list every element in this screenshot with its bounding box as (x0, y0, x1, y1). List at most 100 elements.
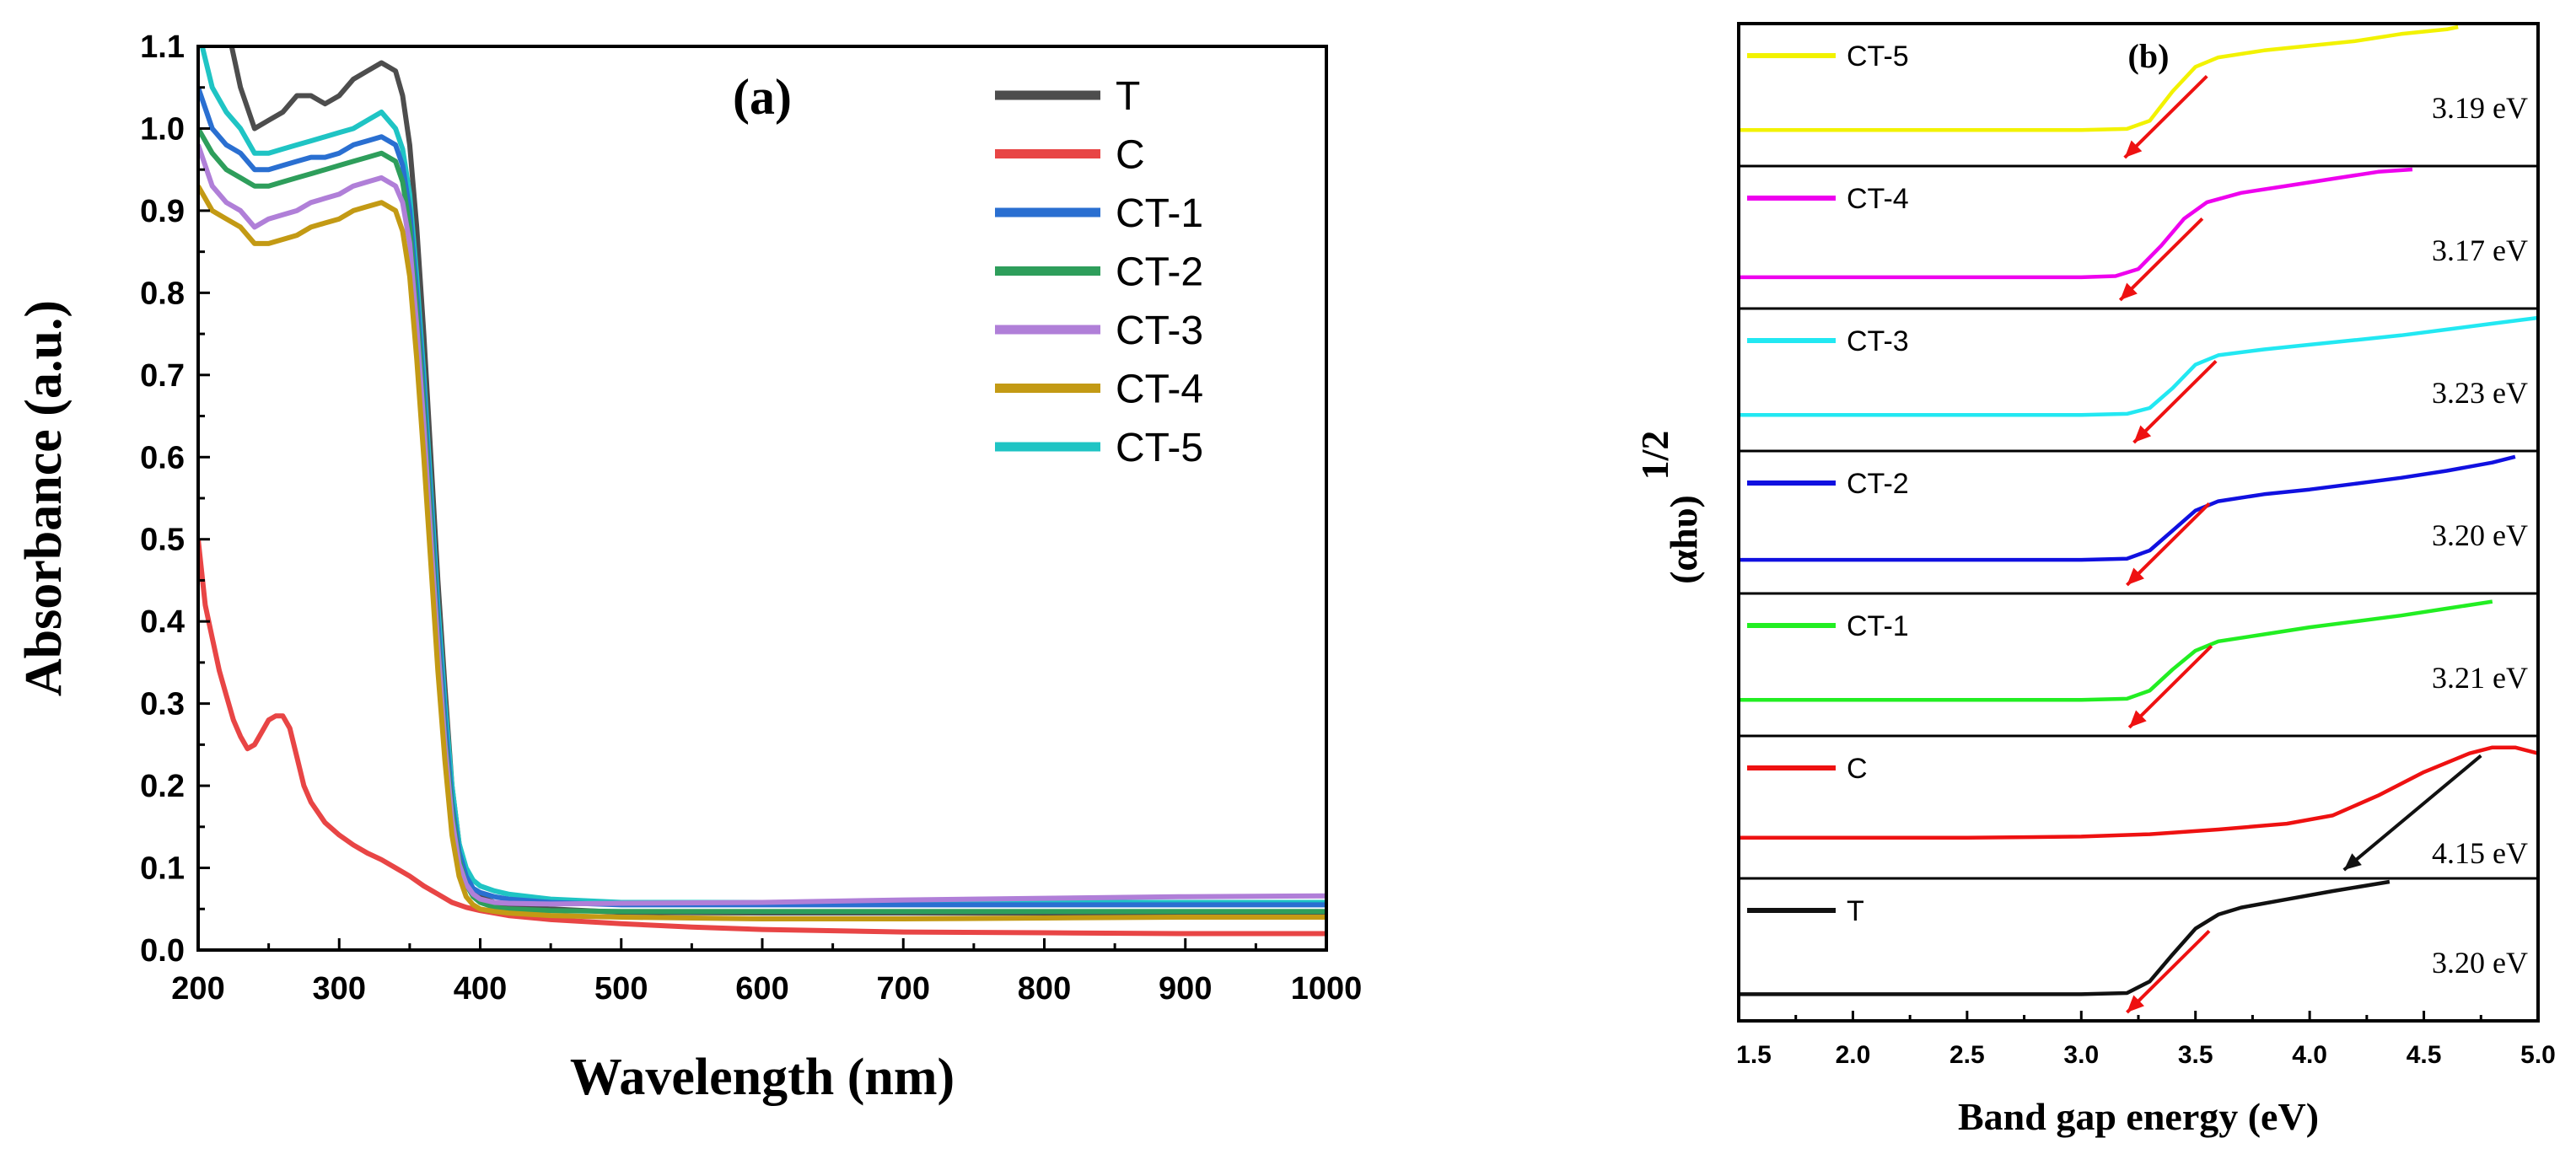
y-tick-label: 0.2 (140, 769, 185, 804)
intercept-arrow (2124, 140, 2143, 158)
panel-a-legend: TC CT-1 CT-2 CT-3 CT-4 CT-5 (995, 74, 1203, 470)
series-line-c (198, 539, 1326, 937)
y-tick-label: 0.3 (140, 687, 185, 722)
x-tick-label: 4.5 (2407, 1041, 2442, 1069)
intercept-arrow (2343, 853, 2362, 870)
tangent-line (2123, 74, 2208, 159)
x-tick-label: 5.0 (2520, 1041, 2556, 1069)
legend-item-t: T (995, 74, 1140, 119)
legend-label: CT-5 (1116, 426, 1203, 470)
legend-label: CT-5 (1847, 40, 1909, 72)
panel-b-stacked-panels: CT-5 3.19 eV CT-4 3.17 eV CT-3 3.23 eV CT-2 3.2… (1739, 24, 2539, 1014)
legend-item-ct-5: CT-5 (995, 426, 1203, 470)
tangent-line (2126, 502, 2211, 587)
intercept-arrow (2127, 567, 2144, 585)
tauc-curve-ct-1 (1739, 599, 2493, 702)
legend-label: C (1847, 753, 1868, 785)
band-gap-value: 4.15 eV (2432, 836, 2528, 870)
x-tick-label: 2.5 (1949, 1041, 1985, 1069)
x-tick-label: 3.5 (2178, 1041, 2213, 1069)
tangent-line (2118, 217, 2204, 302)
panel-a-series-lines (198, 46, 1326, 937)
tauc-curve-t (1739, 879, 2390, 996)
x-tick-label: 900 (1159, 971, 1212, 1007)
band-gap-panel-ct-3: CT-3 3.23 eV (1739, 307, 2539, 444)
band-gap-panel-t: T 3.20 eV (1739, 877, 2538, 1014)
panel-a-y-axis-title: Absorbance (a.u.) (15, 300, 73, 696)
x-tick-label: 4.0 (2292, 1041, 2327, 1069)
x-tick-label: 600 (735, 971, 788, 1007)
panel-b-band-gap-chart: CT-5 3.19 eV CT-4 3.17 eV CT-3 3.23 eV CT-2 3.2… (1633, 22, 2556, 1138)
tauc-curve-ct-3 (1739, 315, 2539, 417)
legend-label: CT-4 (1116, 368, 1203, 412)
legend-label: CT-2 (1847, 468, 1909, 500)
legend-item-ct-2: CT-2 (995, 250, 1203, 295)
x-tick-label: 1.5 (1736, 1041, 1772, 1069)
legend-label: CT-2 (1116, 250, 1203, 295)
tangent-line (2127, 644, 2213, 729)
panel-a-label: (a) (733, 69, 792, 125)
x-tick-label: 1000 (1291, 971, 1363, 1007)
y-tick-label: 0.8 (140, 276, 185, 311)
intercept-arrow (2133, 425, 2152, 443)
legend-label: CT-3 (1116, 309, 1203, 353)
legend-label: CT-1 (1116, 191, 1203, 236)
tauc-curve-ct-5 (1739, 24, 2459, 132)
y-tick-label: 0.4 (140, 604, 185, 640)
series-line-ct-4 (198, 185, 1326, 921)
band-gap-value: 3.17 eV (2432, 234, 2528, 267)
legend-item-ct-4: CT-4 (995, 368, 1203, 412)
y-tick-label: 0.9 (140, 194, 185, 229)
legend-item-c: C (995, 133, 1145, 178)
y-tick-label: 1.1 (140, 30, 185, 65)
legend-label: CT-3 (1847, 325, 1909, 357)
intercept-arrow (2127, 995, 2144, 1012)
intercept-arrow (2129, 710, 2147, 727)
y-tick-label: 0.5 (140, 523, 185, 558)
band-gap-value: 3.20 eV (2432, 518, 2528, 552)
legend-label: T (1116, 74, 1140, 119)
panel-b-y-axis-title: (αhυ) (1662, 495, 1705, 584)
legend-label: CT-1 (1847, 610, 1909, 642)
y-tick-label: 0.7 (140, 358, 185, 394)
band-gap-value: 3.20 eV (2432, 946, 2528, 980)
panel-a-y-ticks: 0.0 0.1 0.2 0.3 0.4 0.5 0.6 0.7 0.8 0.9 1.0 1.1 (140, 30, 210, 969)
intercept-arrow (2120, 282, 2138, 300)
x-tick-label: 500 (594, 971, 648, 1007)
panel-a-x-axis-title: Wavelength (nm) (570, 1049, 955, 1106)
y-tick-label: 0.6 (140, 440, 185, 475)
panel-b-y-axis-superscript: 1/2 (1633, 431, 1676, 480)
x-tick-label: 300 (313, 971, 366, 1007)
band-gap-value: 3.19 eV (2432, 91, 2528, 125)
band-gap-panel-ct-4: CT-4 3.17 eV (1739, 164, 2538, 302)
tauc-curve-ct-4 (1739, 167, 2413, 280)
band-gap-panel-ct-1: CT-1 3.21 eV (1739, 592, 2538, 729)
y-tick-label: 1.0 (140, 111, 185, 147)
x-tick-label: 3.0 (2063, 1041, 2099, 1069)
y-tick-label: 0.1 (140, 851, 185, 887)
x-tick-label: 800 (1018, 971, 1071, 1007)
legend-item-ct-3: CT-3 (995, 309, 1203, 353)
y-tick-label: 0.0 (140, 933, 185, 969)
x-tick-label: 700 (877, 971, 930, 1007)
panel-b-label: (b) (2128, 37, 2170, 75)
tangent-line (2132, 359, 2218, 444)
panel-a-x-ticks: 200 300 400 500 600 700 800 900 1000 (171, 938, 1362, 1007)
x-tick-label: 400 (454, 971, 507, 1007)
tangent-line (2342, 754, 2482, 872)
legend-label: CT-4 (1847, 183, 1909, 215)
band-gap-value: 3.23 eV (2432, 376, 2528, 410)
panel-a-absorbance-chart: 200 300 400 500 600 700 800 900 1000 0.00.10.20.… (15, 30, 1362, 1106)
panel-b-x-ticks: 1.5 2.0 2.5 3.0 3.5 4.0 4.5 5.0 (1736, 1011, 2556, 1069)
legend-label: C (1116, 133, 1145, 178)
legend-item-ct-1: CT-1 (995, 191, 1203, 236)
band-gap-panel-c: C 4.15 eV (1739, 734, 2539, 872)
band-gap-panel-ct-5: CT-5 3.19 eV (1739, 24, 2528, 159)
tangent-line (2126, 929, 2211, 1014)
band-gap-value: 3.21 eV (2432, 661, 2528, 695)
x-tick-label: 200 (171, 971, 224, 1007)
tauc-curve-c (1739, 745, 2539, 840)
x-tick-label: 2.0 (1836, 1041, 1871, 1069)
